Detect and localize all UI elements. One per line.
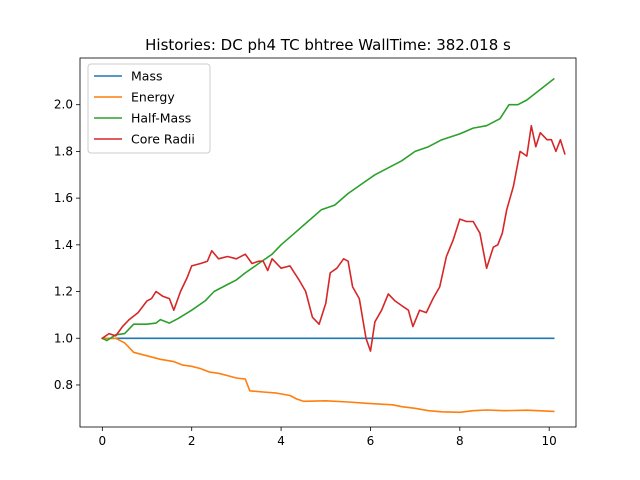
y-tick-label: 1.8 — [54, 144, 73, 158]
x-tick-label: 6 — [367, 434, 375, 448]
x-tick-label: 2 — [188, 434, 196, 448]
y-tick-label: 1.0 — [54, 331, 73, 345]
y-axis: 0.8 1.0 1.2 1.4 1.6 1.8 2.0 — [54, 98, 80, 392]
y-tick-label: 1.6 — [54, 191, 73, 205]
series-line-core-radii — [101, 124, 566, 352]
x-axis: 0 2 4 6 8 10 — [99, 427, 557, 448]
legend-label: Core Radii — [131, 132, 195, 147]
series-line-half-mass — [101, 77, 555, 342]
plot-area — [101, 77, 566, 414]
axes-frame — [79, 57, 577, 428]
legend: Mass Energy Half-Mass Core Radii — [87, 63, 211, 154]
chart-title: Histories: DC ph4 TC bhtree WallTime: 38… — [145, 36, 511, 54]
legend-label: Half-Mass — [131, 111, 191, 126]
y-tick-label: 2.0 — [54, 98, 73, 112]
legend-label: Energy — [131, 90, 175, 105]
x-tick-label: 0 — [99, 434, 107, 448]
legend-box — [87, 63, 211, 154]
x-tick-label: 8 — [456, 434, 464, 448]
series-line-energy — [101, 337, 555, 414]
y-tick-label: 1.2 — [54, 285, 73, 299]
legend-label: Mass — [131, 69, 162, 84]
y-tick-label: 1.4 — [54, 238, 73, 252]
y-tick-label: 0.8 — [54, 378, 73, 392]
x-tick-label: 4 — [277, 434, 285, 448]
x-tick-label: 10 — [542, 434, 557, 448]
